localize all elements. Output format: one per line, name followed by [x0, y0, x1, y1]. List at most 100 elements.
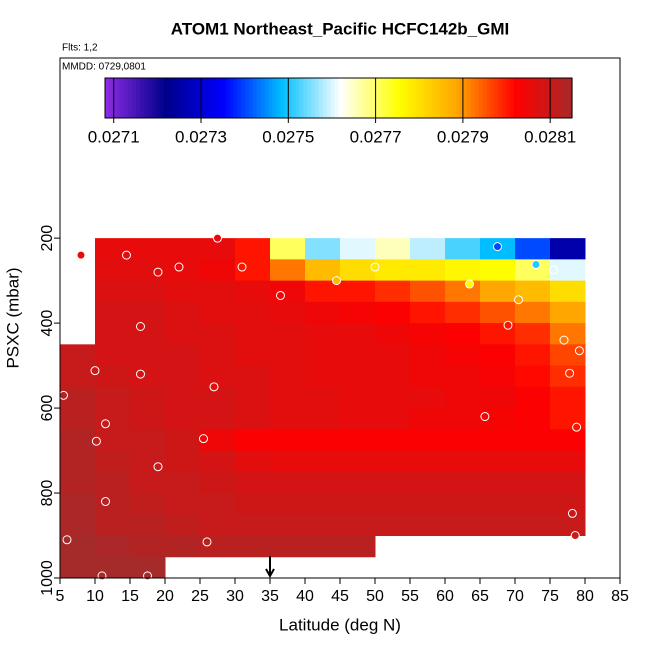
- observation: [101, 497, 110, 507]
- colorbar-swatch: [451, 78, 456, 118]
- colorbar-swatch: [260, 78, 266, 118]
- cell: [165, 365, 201, 388]
- observation: [76, 250, 86, 260]
- colorbar-swatch: [525, 78, 530, 118]
- colorbar-swatch: [120, 78, 126, 118]
- cell: [95, 259, 131, 282]
- cell: [305, 280, 341, 303]
- colorbar-swatch: [155, 78, 161, 118]
- colorbar-swatch: [365, 78, 371, 118]
- cell: [200, 471, 236, 494]
- cell: [165, 238, 201, 260]
- cell: [375, 365, 411, 388]
- colorbar-swatch: [140, 78, 145, 118]
- cell: [375, 259, 411, 282]
- cell: [95, 323, 131, 345]
- cell: [410, 408, 446, 430]
- cell: [235, 344, 271, 367]
- x-tick-label: 85: [611, 588, 629, 605]
- cell: [340, 365, 376, 388]
- cell: [515, 323, 551, 345]
- cell: [270, 535, 306, 558]
- colorbar-swatch: [470, 78, 476, 118]
- cell: [305, 386, 341, 409]
- colorbar-swatch: [369, 78, 375, 118]
- cell: [305, 365, 341, 388]
- colorbar-tick-label: 0.0273: [175, 127, 227, 146]
- colorbar-swatch: [307, 78, 312, 118]
- cell: [410, 344, 446, 367]
- cell: [270, 514, 306, 537]
- colorbar-swatch: [264, 78, 270, 118]
- colorbar-tick-label: 0.0279: [437, 127, 489, 146]
- observation: [209, 382, 219, 392]
- cell: [480, 429, 516, 452]
- observation: [503, 320, 513, 330]
- cell: [515, 471, 551, 494]
- cell: [375, 386, 411, 409]
- cell: [270, 323, 306, 345]
- observation: [91, 436, 101, 446]
- cell: [130, 493, 166, 515]
- cell: [270, 493, 306, 515]
- observation: [559, 335, 569, 345]
- colorbar-swatch: [392, 78, 398, 118]
- cell: [550, 386, 586, 409]
- cell: [130, 386, 166, 409]
- cell: [235, 408, 271, 430]
- colorbar-swatch: [474, 78, 480, 118]
- cell: [235, 386, 271, 409]
- cell: [375, 408, 411, 430]
- cell: [305, 450, 341, 473]
- y-tick-label: 800: [39, 480, 56, 507]
- cell: [130, 408, 166, 430]
- cell: [340, 280, 376, 303]
- cell: [95, 450, 131, 473]
- cell: [235, 280, 271, 303]
- colorbar-swatch: [552, 78, 558, 118]
- cell: [200, 280, 236, 303]
- cell: [305, 514, 341, 537]
- x-tick-label: 45: [331, 588, 349, 605]
- cell: [165, 323, 201, 345]
- cell: [340, 408, 376, 430]
- x-tick-label: 25: [191, 588, 209, 605]
- colorbar-swatch: [143, 78, 149, 118]
- colorbar-tick-label: 0.0277: [350, 127, 402, 146]
- cell: [410, 429, 446, 452]
- colorbar-swatch: [178, 78, 184, 118]
- colorbar-swatch: [459, 78, 464, 118]
- colorbar-swatch: [548, 78, 554, 118]
- cell: [550, 450, 586, 473]
- cell: [375, 238, 411, 260]
- cell: [340, 344, 376, 367]
- colorbar-swatch: [315, 78, 320, 118]
- cell: [480, 365, 516, 388]
- cell: [235, 450, 271, 473]
- cell: [235, 301, 271, 324]
- colorbar-swatch: [509, 78, 515, 118]
- cell: [375, 301, 411, 324]
- cell: [130, 514, 166, 537]
- cell: [60, 429, 96, 452]
- cell: [445, 259, 481, 282]
- colorbar-swatch: [295, 78, 301, 118]
- colorbar-swatch: [490, 78, 495, 118]
- colorbar-swatch: [132, 78, 137, 118]
- colorbar-swatch: [361, 78, 367, 118]
- cell: [305, 301, 341, 324]
- colorbar-swatch: [210, 78, 215, 118]
- cell: [480, 514, 516, 537]
- colorbar-swatch: [112, 78, 118, 118]
- colorbar-swatch: [326, 78, 332, 118]
- cell: [445, 386, 481, 409]
- cell: [480, 386, 516, 409]
- cell: [95, 514, 131, 537]
- heatmap: [60, 238, 586, 579]
- x-tick-label: 80: [576, 588, 594, 605]
- cell: [95, 386, 131, 409]
- cell: [270, 386, 306, 409]
- colorbar-swatch: [116, 78, 122, 118]
- y-tick-label: 600: [39, 395, 56, 422]
- cell: [515, 259, 551, 282]
